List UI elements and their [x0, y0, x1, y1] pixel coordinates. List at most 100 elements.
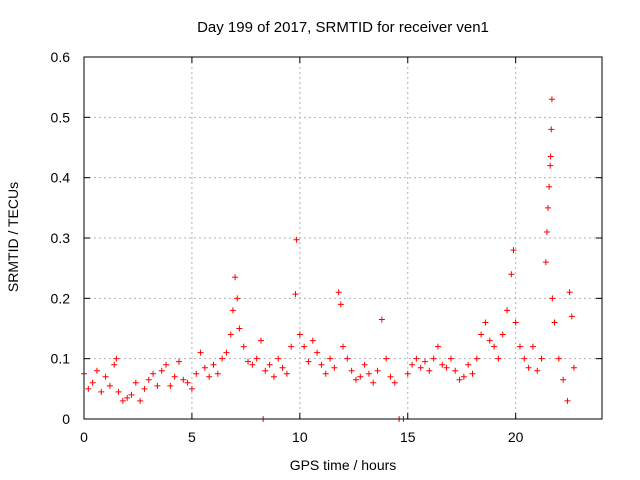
data-point: [335, 289, 342, 296]
data-point: [93, 367, 100, 374]
data-point: [570, 364, 577, 371]
data-point: [443, 364, 450, 371]
data-point: [279, 364, 286, 371]
data-point: [391, 379, 398, 386]
data-point: [344, 355, 351, 362]
data-point: [128, 391, 135, 398]
data-point: [154, 382, 161, 389]
data-point: [417, 364, 424, 371]
data-point: [98, 388, 105, 395]
data-point: [292, 291, 299, 298]
x-tick-label: 0: [80, 429, 88, 445]
x-tick-label: 5: [188, 429, 196, 445]
data-point: [262, 367, 269, 374]
data-point: [180, 376, 187, 383]
data-point: [357, 373, 364, 380]
data-point: [361, 361, 368, 368]
data-point: [560, 376, 567, 383]
data-point: [337, 301, 344, 308]
data-point: [327, 355, 334, 362]
data-point: [266, 361, 273, 368]
y-tick-label: 0.2: [51, 290, 71, 306]
data-point: [547, 162, 554, 169]
data-point: [223, 349, 230, 356]
data-point: [516, 343, 523, 350]
data-point: [102, 373, 109, 380]
data-point: [482, 319, 489, 326]
data-point: [499, 331, 506, 338]
data-point: [510, 247, 517, 254]
y-tick-label: 0.4: [51, 170, 71, 186]
data-point: [439, 361, 446, 368]
data-point: [132, 379, 139, 386]
y-tick-label: 0.6: [51, 49, 71, 65]
data-point: [309, 337, 316, 344]
chart-title: Day 199 of 2017, SRMTID for receiver ven…: [197, 19, 489, 36]
data-point: [404, 370, 411, 377]
data-point: [365, 370, 372, 377]
data-points: [81, 96, 577, 422]
data-point: [175, 358, 182, 365]
data-point: [318, 361, 325, 368]
data-point: [521, 355, 528, 362]
data-point: [240, 343, 247, 350]
data-point: [564, 397, 571, 404]
data-point: [469, 370, 476, 377]
data-point: [387, 373, 394, 380]
data-point: [236, 325, 243, 332]
data-point: [115, 388, 122, 395]
data-point: [288, 343, 295, 350]
data-point: [546, 183, 553, 190]
data-point: [434, 343, 441, 350]
data-point: [145, 376, 152, 383]
data-point: [543, 228, 550, 235]
data-point: [525, 364, 532, 371]
grid-lines: [84, 57, 602, 419]
x-tick-label: 10: [292, 429, 308, 445]
data-point: [545, 204, 552, 211]
data-point: [301, 343, 308, 350]
data-point: [137, 397, 144, 404]
data-point: [495, 355, 502, 362]
data-point: [219, 355, 226, 362]
data-point: [426, 367, 433, 374]
data-point: [296, 331, 303, 338]
data-point: [348, 367, 355, 374]
data-point: [555, 355, 562, 362]
data-point: [119, 397, 126, 404]
data-point: [85, 385, 92, 392]
x-tick-label: 20: [508, 429, 524, 445]
data-point: [150, 370, 157, 377]
data-point: [549, 295, 556, 302]
data-point: [227, 331, 234, 338]
data-point: [566, 289, 573, 296]
data-point: [413, 355, 420, 362]
data-point: [206, 373, 213, 380]
data-point: [158, 367, 165, 374]
axis-ticks: 0 5 10 15 20 0 0.1 0.2 0.3 0.4 0.5 0.6: [51, 49, 602, 445]
data-point: [374, 367, 381, 374]
data-point: [89, 379, 96, 386]
data-point: [478, 331, 485, 338]
data-point: [422, 358, 429, 365]
data-point: [197, 349, 204, 356]
data-point: [548, 96, 555, 103]
data-point: [141, 385, 148, 392]
data-point: [352, 376, 359, 383]
data-point: [409, 361, 416, 368]
data-point: [245, 358, 252, 365]
data-point: [111, 361, 118, 368]
data-point: [171, 373, 178, 380]
data-point: [430, 355, 437, 362]
y-tick-label: 0.5: [51, 109, 71, 125]
data-point: [275, 355, 282, 362]
data-point: [452, 367, 459, 374]
data-point: [232, 274, 239, 281]
data-point: [551, 319, 558, 326]
data-point: [512, 319, 519, 326]
data-point: [193, 370, 200, 377]
data-point: [188, 385, 195, 392]
data-point: [249, 361, 256, 368]
data-point: [322, 370, 329, 377]
